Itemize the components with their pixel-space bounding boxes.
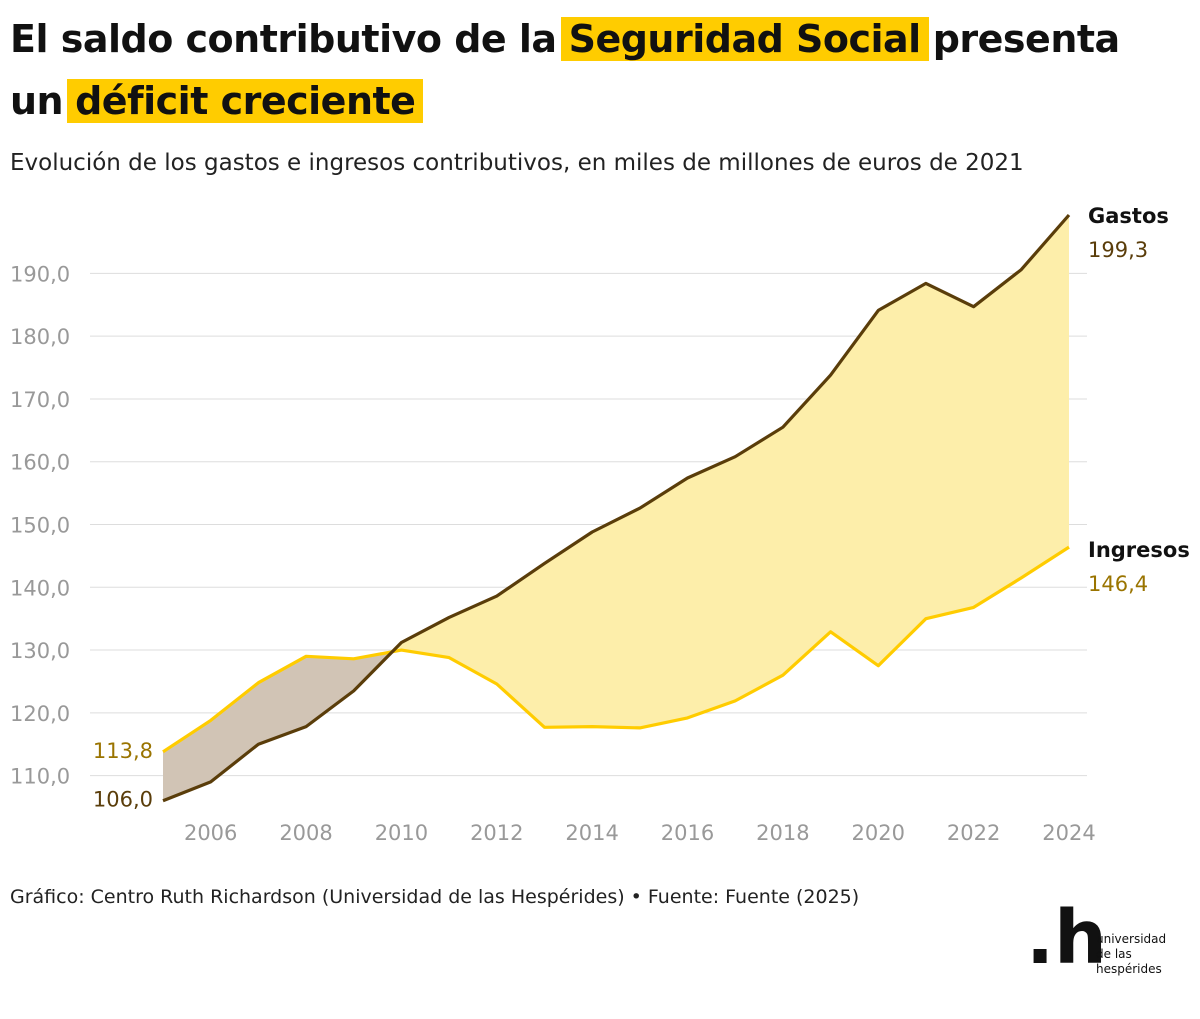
- logo-mark: .h: [1026, 895, 1107, 981]
- y-tick-label-150: 150,0: [10, 513, 70, 537]
- y-tick-label-120: 120,0: [10, 702, 70, 726]
- start-value-ingresos: 113,8: [93, 739, 153, 763]
- title-part-1: El saldo contributivo de la: [10, 17, 557, 61]
- university-logo: .h universidad de las hespérides: [1026, 895, 1196, 982]
- source-note: Gráfico: Centro Ruth Richardson (Univers…: [10, 886, 860, 908]
- x-tick-label-2010: 2010: [375, 821, 428, 845]
- x-tick-label-2016: 2016: [661, 821, 714, 845]
- deficit-area-1: [392, 215, 1069, 728]
- title-part-2: presenta un: [10, 17, 1120, 123]
- line-chart: 110,0 120,0 130,0 140,0 150,0 160,0 170,0 180,0…: [10, 204, 1190, 845]
- x-tick-label-2024: 2024: [1042, 821, 1095, 845]
- title-highlight-seguridad-social: Seguridad Social: [560, 17, 929, 61]
- x-tick-label-2006: 2006: [184, 821, 237, 845]
- y-tick-label-130: 130,0: [10, 639, 70, 663]
- end-value-gastos: 199,3: [1088, 238, 1148, 262]
- x-tick-label-2022: 2022: [947, 821, 1000, 845]
- y-tick-label-180: 180,0: [10, 325, 70, 349]
- logo-line-2: de las: [1096, 947, 1132, 961]
- logo-line-1: universidad: [1096, 932, 1167, 946]
- x-tick-label-2020: 2020: [852, 821, 905, 845]
- end-value-ingresos: 146,4: [1088, 572, 1148, 596]
- logo-text: universidad de las hespérides: [1096, 932, 1166, 977]
- x-tick-label-2014: 2014: [565, 821, 618, 845]
- series-name-ingresos: Ingresos: [1088, 538, 1190, 562]
- series-name-gastos: Gastos: [1088, 204, 1169, 228]
- chart-title: El saldo contributivo de la Seguridad Soc…: [10, 8, 1190, 132]
- x-tick-label-2018: 2018: [756, 821, 809, 845]
- x-tick-label-2008: 2008: [279, 821, 332, 845]
- x-tick-label-2012: 2012: [470, 821, 523, 845]
- logo-line-3: hespérides: [1096, 962, 1162, 976]
- title-highlight-deficit: déficit creciente: [67, 79, 424, 123]
- y-tick-label-140: 140,0: [10, 576, 70, 600]
- y-tick-label-110: 110,0: [10, 765, 70, 789]
- y-tick-label-190: 190,0: [10, 262, 70, 286]
- y-tick-label-160: 160,0: [10, 451, 70, 475]
- chart-subtitle: Evolución de los gastos e ingresos contr…: [10, 150, 1024, 176]
- y-tick-label-170: 170,0: [10, 388, 70, 412]
- series-line-gastos: [162, 213, 1071, 803]
- start-value-gastos: 106,0: [93, 788, 153, 812]
- surplus-area-0: [163, 651, 393, 801]
- series-line-ingresos: [162, 545, 1070, 754]
